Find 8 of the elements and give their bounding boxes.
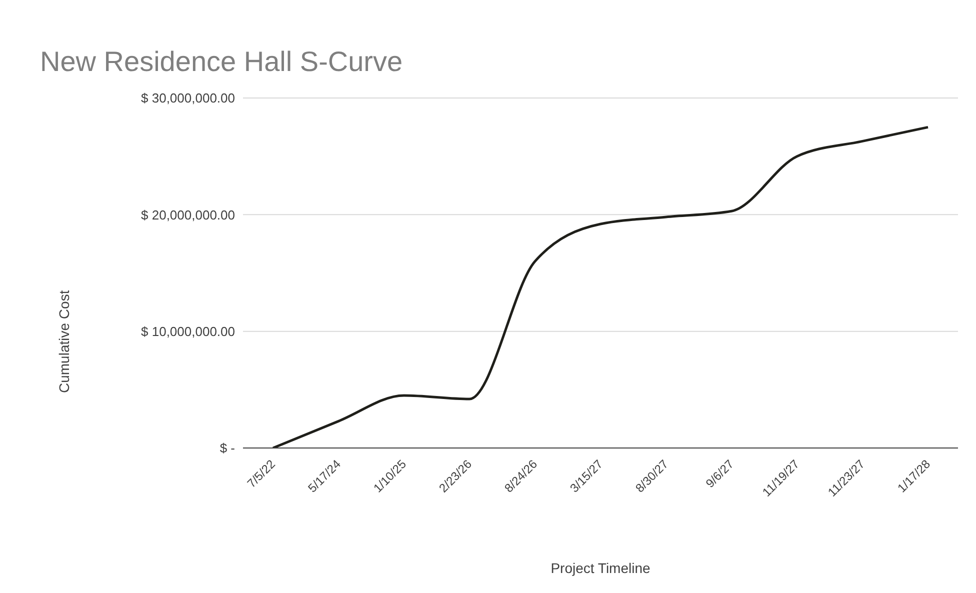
y-axis-title: Cumulative Cost <box>56 290 72 393</box>
y-tick-label: $ - <box>220 440 235 456</box>
y-tick-label: $ 20,000,000.00 <box>141 207 235 222</box>
x-axis-title: Project Timeline <box>550 560 652 576</box>
y-tick-label: $ 10,000,000.00 <box>141 324 235 339</box>
chart-title: New Residence Hall S-Curve <box>40 46 403 78</box>
line-series <box>272 126 930 448</box>
y-tick-label: $ 30,000,000.00 <box>141 90 235 106</box>
